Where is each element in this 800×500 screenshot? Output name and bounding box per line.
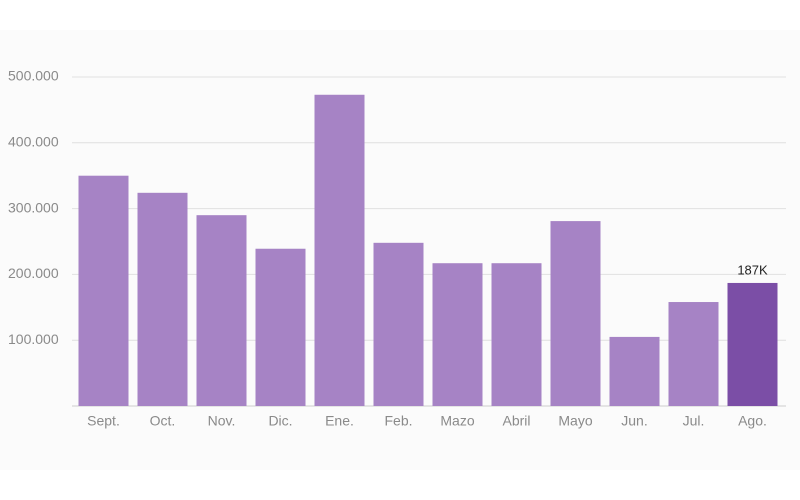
y-tick-label: 400.000 [8, 134, 59, 150]
x-tick-label: Feb. [384, 413, 412, 429]
x-tick-label: Nov. [208, 413, 236, 429]
bar [373, 242, 424, 406]
x-tick-label: Mazo [440, 413, 474, 429]
bar [196, 215, 247, 406]
bar [609, 336, 660, 406]
x-tick-label: Ene. [325, 413, 354, 429]
bar [550, 221, 601, 406]
bar [727, 282, 778, 406]
x-tick-label: Jun. [621, 413, 647, 429]
bar [137, 192, 188, 406]
bar [432, 263, 483, 406]
bar [78, 175, 129, 406]
bar [255, 248, 306, 406]
y-tick-label: 100.000 [8, 331, 59, 347]
x-tick-label: Ago. [738, 413, 767, 429]
x-tick-label: Mayo [558, 413, 592, 429]
y-tick-label: 500.000 [8, 68, 59, 84]
y-tick-label: 200.000 [8, 265, 59, 281]
bar [314, 94, 365, 407]
bar [668, 302, 719, 406]
x-tick-label: Abril [502, 413, 530, 429]
bar [491, 263, 542, 406]
x-tick-label: Oct. [150, 413, 176, 429]
x-tick-label: Jul. [683, 413, 705, 429]
y-tick-label: 300.000 [8, 199, 59, 215]
value-label: 187K [737, 262, 768, 277]
x-tick-label: Dic. [268, 413, 292, 429]
x-tick-label: Sept. [87, 413, 120, 429]
